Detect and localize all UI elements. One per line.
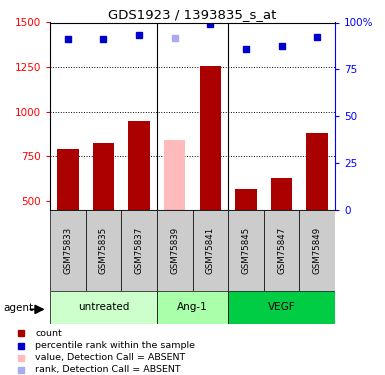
Text: GSM75833: GSM75833 <box>64 226 72 274</box>
Bar <box>192 210 228 291</box>
Text: value, Detection Call = ABSENT: value, Detection Call = ABSENT <box>35 353 186 362</box>
Text: GSM75845: GSM75845 <box>241 226 250 274</box>
Text: GSM75835: GSM75835 <box>99 226 108 274</box>
Text: count: count <box>35 329 62 338</box>
Bar <box>300 210 335 291</box>
Bar <box>199 66 221 210</box>
Bar <box>85 210 121 291</box>
Text: GSM75837: GSM75837 <box>135 226 144 274</box>
Text: VEGF: VEGF <box>268 303 295 312</box>
Text: GSM75847: GSM75847 <box>277 226 286 274</box>
Text: percentile rank within the sample: percentile rank within the sample <box>35 341 196 350</box>
Bar <box>157 210 192 291</box>
Title: GDS1923 / 1393835_s_at: GDS1923 / 1393835_s_at <box>108 8 277 21</box>
Bar <box>157 291 228 324</box>
Bar <box>228 210 264 291</box>
Bar <box>306 133 328 210</box>
Bar <box>164 140 186 210</box>
Bar <box>264 210 300 291</box>
Text: rank, Detection Call = ABSENT: rank, Detection Call = ABSENT <box>35 365 181 374</box>
Bar <box>228 291 335 324</box>
Text: GSM75839: GSM75839 <box>170 227 179 274</box>
Text: untreated: untreated <box>78 303 129 312</box>
Bar <box>50 291 157 324</box>
Text: GSM75841: GSM75841 <box>206 226 215 274</box>
Text: Ang-1: Ang-1 <box>177 303 208 312</box>
Bar <box>93 143 114 210</box>
Bar <box>271 178 292 210</box>
Bar <box>128 121 150 210</box>
Text: agent: agent <box>4 303 34 313</box>
Bar <box>235 189 257 210</box>
Bar <box>50 210 85 291</box>
Text: GSM75849: GSM75849 <box>313 227 321 274</box>
Bar <box>57 149 79 210</box>
Bar <box>121 210 157 291</box>
